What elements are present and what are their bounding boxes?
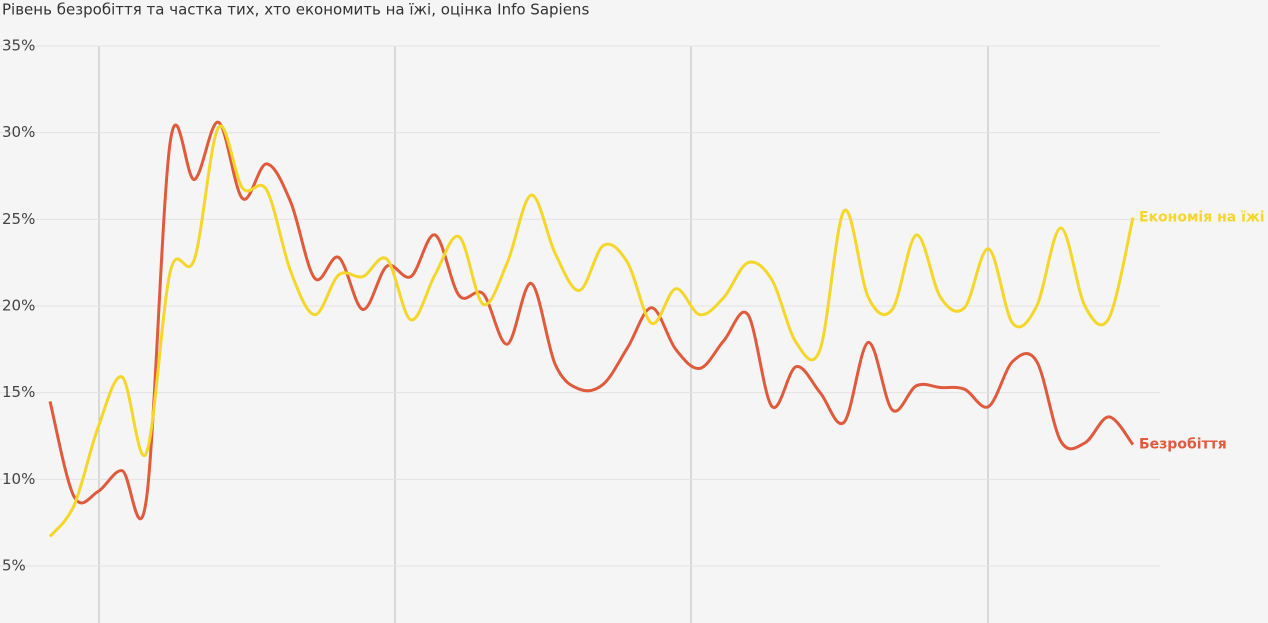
- series-label: Економія на їжі: [1139, 210, 1265, 226]
- y-tick-label: 25%: [2, 210, 35, 228]
- y-tick-label: 35%: [2, 37, 35, 55]
- series-line: [48, 124, 1135, 538]
- series-label: Безробіття: [1139, 437, 1227, 453]
- x-grid: [98, 46, 989, 623]
- y-tick-label: 30%: [2, 123, 35, 141]
- chart-title: Рівень безробіття та частка тих, хто еко…: [2, 1, 589, 19]
- y-tick-label: 5%: [2, 557, 26, 575]
- series-line: [48, 120, 1135, 521]
- y-tick-label: 10%: [2, 470, 35, 488]
- y-tick-label: 15%: [2, 383, 35, 401]
- y-tick-label: 20%: [2, 297, 35, 315]
